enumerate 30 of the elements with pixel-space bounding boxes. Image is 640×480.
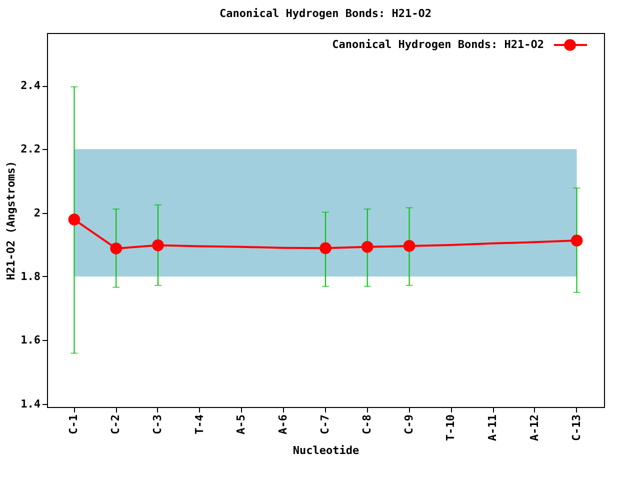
point (403, 240, 416, 252)
x-tick-label: C-2 (109, 414, 122, 434)
point (570, 234, 583, 246)
point (361, 240, 374, 253)
x-tick-label: T-4 (192, 414, 206, 434)
point (68, 214, 80, 226)
y-tick-label: 2.2 (20, 142, 40, 156)
y-tick-label: 1.8 (20, 270, 40, 283)
x-tick-label: C-13 (570, 414, 583, 441)
x-tick-label: A-12 (528, 414, 541, 441)
x-tick-label: C-7 (318, 414, 332, 434)
y-axis-title: H21-O2 (Angstroms) (4, 160, 18, 280)
x-tick-label: C-8 (360, 414, 374, 434)
x-tick-label: C-9 (402, 414, 416, 434)
y-tick-label: 1.6 (20, 334, 41, 347)
x-tick-label: C-3 (150, 414, 164, 434)
x-tick-label: A-6 (276, 414, 290, 434)
point (110, 242, 122, 254)
y-tick-label: 2.4 (20, 79, 41, 92)
point (320, 242, 332, 254)
x-tick-label: A-5 (234, 414, 248, 434)
y-tick-label: 2 (34, 206, 40, 220)
point (152, 239, 164, 252)
y-tick-label: 1.4 (20, 397, 41, 410)
x-tick-label: A-11 (486, 414, 500, 441)
x-axis-title: Nucleotide (292, 444, 360, 457)
chart-title: Canonical Hydrogen Bonds: H21-O2 (220, 7, 432, 20)
x-tick-label: T-10 (444, 414, 458, 441)
legend-label: Canonical Hydrogen Bonds: H21-O2 (332, 38, 544, 51)
x-tick-label: C-1 (67, 414, 80, 434)
